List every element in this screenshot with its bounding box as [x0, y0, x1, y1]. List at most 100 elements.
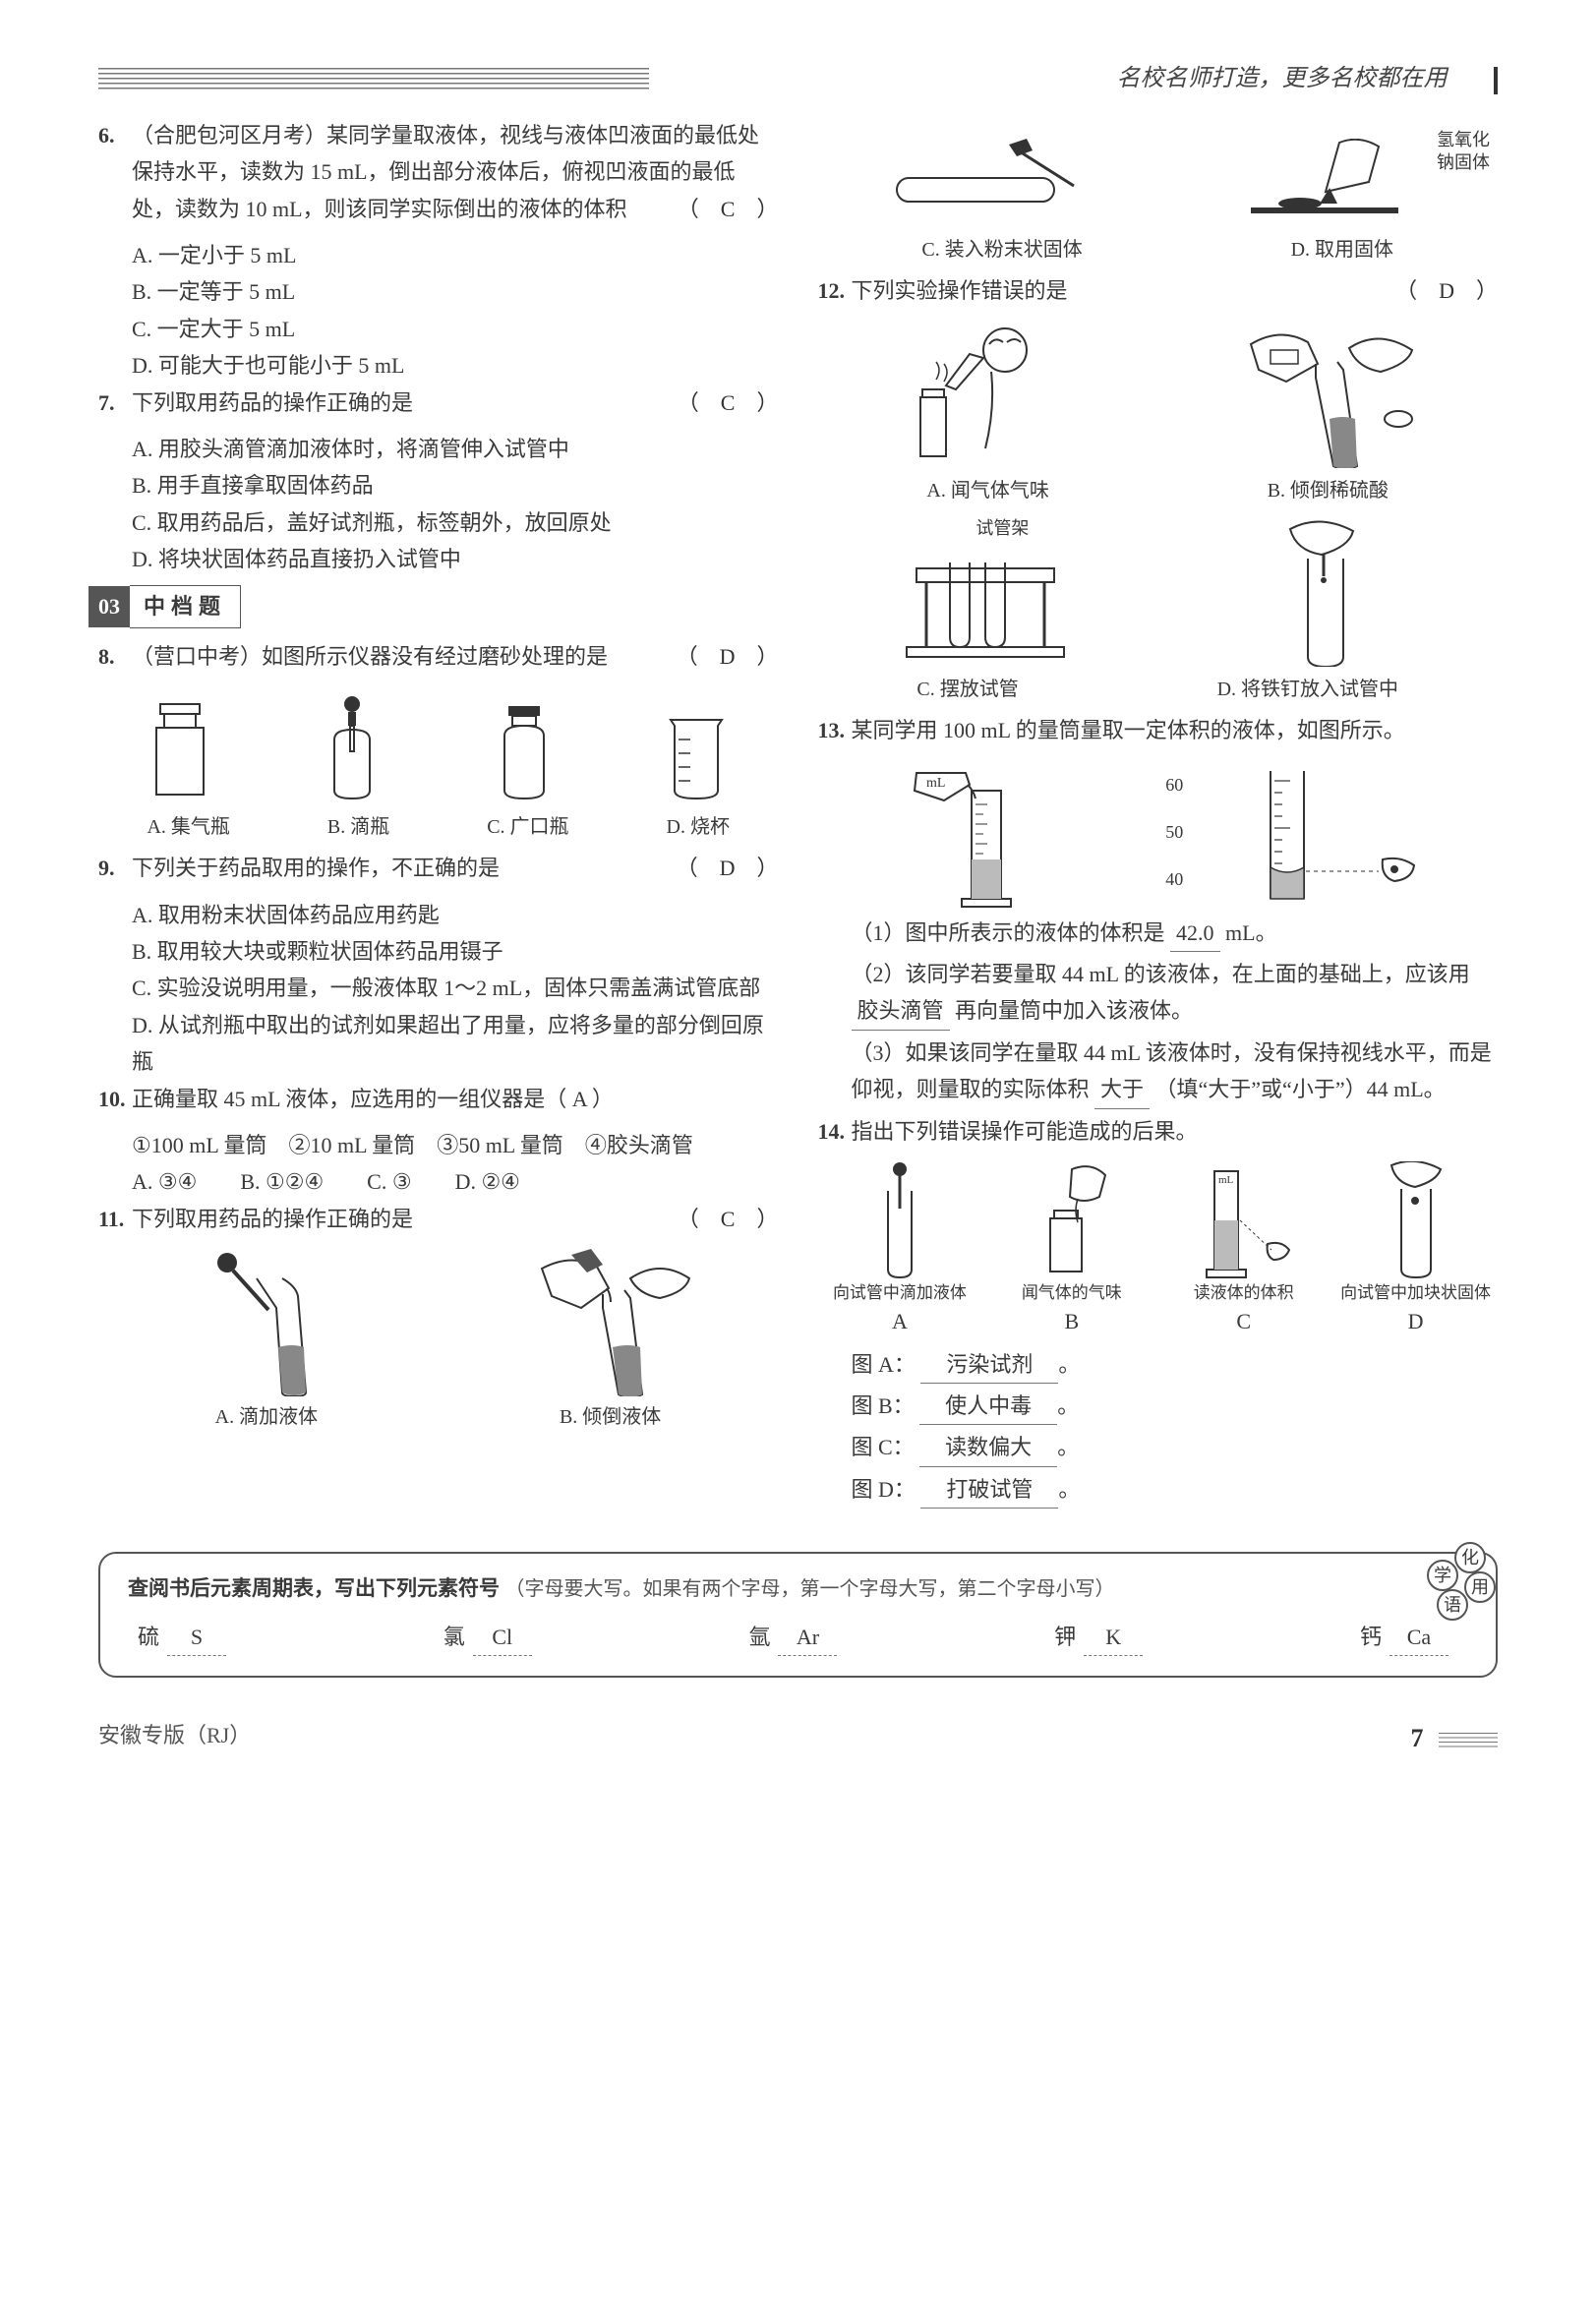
- q13-sub1: （1）图中所表示的液体的体积是 42.0 mL。: [852, 915, 1499, 952]
- elem-k: 钾 K: [1054, 1619, 1143, 1656]
- q11-answer-letter: C: [721, 1207, 736, 1231]
- q14-fig-a: 向试管中滴加液体 A: [818, 1161, 982, 1340]
- scale-labels: 60 50 40: [1165, 761, 1183, 903]
- dropper-bottle-icon: [270, 686, 435, 804]
- q8-cap-d: D. 烧杯: [667, 810, 730, 844]
- q8-fig-d: [615, 686, 779, 804]
- footer-rule-icon: [1439, 1733, 1498, 1750]
- badge-2: 学: [1427, 1560, 1458, 1591]
- q14-let-b: B: [989, 1303, 1153, 1339]
- q7-opt-d: D. 将块状固体药品直接扔入试管中: [132, 541, 779, 577]
- elem-s-name: 硫: [138, 1619, 159, 1655]
- elem-k-name: 钾: [1054, 1619, 1076, 1655]
- scale-40: 40: [1165, 856, 1183, 903]
- elem-s-sym: S: [167, 1619, 226, 1656]
- q6-opt-a: A. 一定小于 5 mL: [132, 237, 779, 273]
- q11-answer: （ C ）: [678, 1201, 779, 1237]
- q12-cap-b: B. 倾倒稀硫酸: [1268, 474, 1389, 507]
- qnum-9: 9.: [98, 850, 115, 886]
- q13-s2-ans: 胶头滴管: [852, 992, 950, 1030]
- q12-fig-b: [1161, 321, 1498, 468]
- section-tag: 03 中档题: [89, 585, 241, 627]
- q8-answer: （ D ）: [677, 638, 779, 675]
- q14-cap-c: 读液体的体积: [1161, 1283, 1326, 1303]
- footer-title: 查阅书后元素周期表，写出下列元素符号: [128, 1576, 500, 1600]
- dropper-tube-icon: [98, 1249, 435, 1396]
- qnum-7: 7.: [98, 385, 115, 421]
- svg-text:mL: mL: [1218, 1174, 1234, 1186]
- q9-stem: 下列关于药品取用的操作，不正确的是: [132, 856, 500, 880]
- q12-fig-d: [1161, 519, 1498, 667]
- corner-badge: 化 学 用 语: [1421, 1546, 1500, 1625]
- wide-mouth-bottle-icon: [443, 686, 607, 804]
- elem-ca-name: 钙: [1360, 1619, 1382, 1655]
- solid-label-2: 钠固体: [1437, 151, 1490, 174]
- q10-body: ①100 mL 量筒 ②10 mL 量筒 ③50 mL 量筒 ④胶头滴管 A. …: [98, 1127, 779, 1201]
- q12-cap-d: D. 将铁钉放入试管中: [1217, 673, 1398, 706]
- q7-opts: A. 用胶头滴管滴加液体时，将滴管伸入试管中 B. 用手直接拿取固体药品 C. …: [98, 431, 779, 578]
- q6-opt-b: B. 一定等于 5 mL: [132, 273, 779, 310]
- header-rule-left: [98, 68, 649, 89]
- q13-fig-left: mL: [818, 761, 1154, 909]
- edition-label: 安徽专版（RJ）: [98, 1717, 251, 1760]
- q14-a-pre: 图 A：: [852, 1352, 916, 1377]
- qnum-10: 10.: [98, 1081, 126, 1117]
- q13-s2-post: 再向量筒中加入该液体。: [955, 998, 1193, 1023]
- q14-a-ans: 污染试剂: [920, 1346, 1058, 1384]
- badge-1: 化: [1454, 1542, 1486, 1573]
- q8-captions: A. 集气瓶 B. 滴瓶 C. 广口瓶 D. 烧杯: [98, 810, 779, 844]
- footer-sub: （字母要大写。如果有两个字母，第一个字母大写，第二个字母小写）: [505, 1578, 1115, 1600]
- q7-opt-b: B. 用手直接拿取固体药品: [132, 467, 779, 503]
- q13-figures: mL: [818, 761, 1499, 909]
- q11-continued-figs: 氢氧化 钠固体: [818, 129, 1499, 227]
- q12-figs-ab: [818, 321, 1499, 468]
- q14-ans-b: 图 B： 使人中毒。: [852, 1388, 1499, 1425]
- q7-opt-a: A. 用胶头滴管滴加液体时，将滴管伸入试管中: [132, 431, 779, 467]
- q13-sub2: （2）该同学若要量取 44 mL 的该液体，在上面的基础上，应该用 胶头滴管 再…: [852, 956, 1499, 1031]
- qnum-6: 6.: [98, 117, 115, 153]
- q14-cap-a: 向试管中滴加液体: [818, 1283, 982, 1303]
- q8-figures: [98, 686, 779, 804]
- q14-ans-d: 图 D： 打破试管。: [852, 1471, 1499, 1509]
- question-13: 13. 某同学用 100 mL 的量筒量取一定体积的液体，如图所示。: [818, 712, 1499, 748]
- q8-fig-a: [98, 686, 263, 804]
- qnum-13: 13.: [818, 712, 846, 748]
- beaker-icon: [615, 686, 779, 804]
- q6-opt-c: C. 一定大于 5 mL: [132, 311, 779, 347]
- q14-fig-d: 向试管中加块状固体 D: [1333, 1161, 1498, 1340]
- q13-stem: 某同学用 100 mL 的量筒量取一定体积的液体，如图所示。: [852, 718, 1405, 742]
- solid-label: 氢氧化 钠固体: [1437, 129, 1490, 175]
- section-label: 中档题: [130, 585, 241, 627]
- q12-cap-c: C. 摆放试管: [916, 673, 1018, 706]
- header-bar: [1494, 67, 1498, 94]
- q13-subs: （1）图中所表示的液体的体积是 42.0 mL。 （2）该同学若要量取 44 m…: [818, 915, 1499, 1109]
- question-11: 11. 下列取用药品的操作正确的是 （ C ）: [98, 1201, 779, 1237]
- left-column: 6. （合肥包河区月考）某同学量取液体，视线与液体凹液面的最低处保持水平，读数为…: [98, 117, 779, 1512]
- page-number-wrap: 7: [1411, 1717, 1499, 1760]
- solid-label-1: 氢氧化: [1437, 129, 1490, 151]
- q14-b-pre: 图 B：: [852, 1393, 915, 1418]
- q9-opts: A. 取用粉末状固体药品应用药匙 B. 取用较大块或颗粒状固体药品用镊子 C. …: [98, 897, 779, 1081]
- q10-line2: ①100 mL 量筒 ②10 mL 量筒 ③50 mL 量筒 ④胶头滴管: [132, 1127, 779, 1163]
- question-9: 9. 下列关于药品取用的操作，不正确的是 （ D ）: [98, 850, 779, 886]
- q11-stem: 下列取用药品的操作正确的是: [132, 1207, 413, 1231]
- cylinder-pour-icon: mL: [818, 761, 1154, 909]
- cylinder-read-icon: [1161, 761, 1498, 909]
- q9-opt-d: D. 从试剂瓶中取出的试剂如果超出了用量，应将多量的部分倒回原瓶: [132, 1007, 779, 1081]
- look-up-read-icon: mL: [1161, 1161, 1326, 1279]
- q9-answer-letter: D: [720, 856, 736, 880]
- q14-fig-b: 闻气体的气味 B: [989, 1161, 1153, 1340]
- q14-c-ans: 读数偏大: [919, 1429, 1057, 1466]
- q9-opt-c: C. 实验没说明用量，一般液体取 1～2 mL，固体只需盖满试管底部: [132, 970, 779, 1006]
- q6-opt-d: D. 可能大于也可能小于 5 mL: [132, 347, 779, 384]
- drop-nail-icon: [1161, 519, 1498, 667]
- question-14: 14. 指出下列错误操作可能造成的后果。: [818, 1113, 1499, 1150]
- q11-cap-a: A. 滴加液体: [98, 1400, 435, 1434]
- elem-cl: 氯 Cl: [443, 1619, 532, 1656]
- drop-into-tube-icon: [818, 1161, 982, 1279]
- q14-cap-b: 闻气体的气味: [989, 1283, 1153, 1303]
- q9-opt-a: A. 取用粉末状固体药品应用药匙: [132, 897, 779, 933]
- q14-fig-c: mL 读液体的体积 C: [1161, 1161, 1326, 1340]
- q7-answer-letter: C: [721, 390, 736, 415]
- scale-50: 50: [1165, 808, 1183, 856]
